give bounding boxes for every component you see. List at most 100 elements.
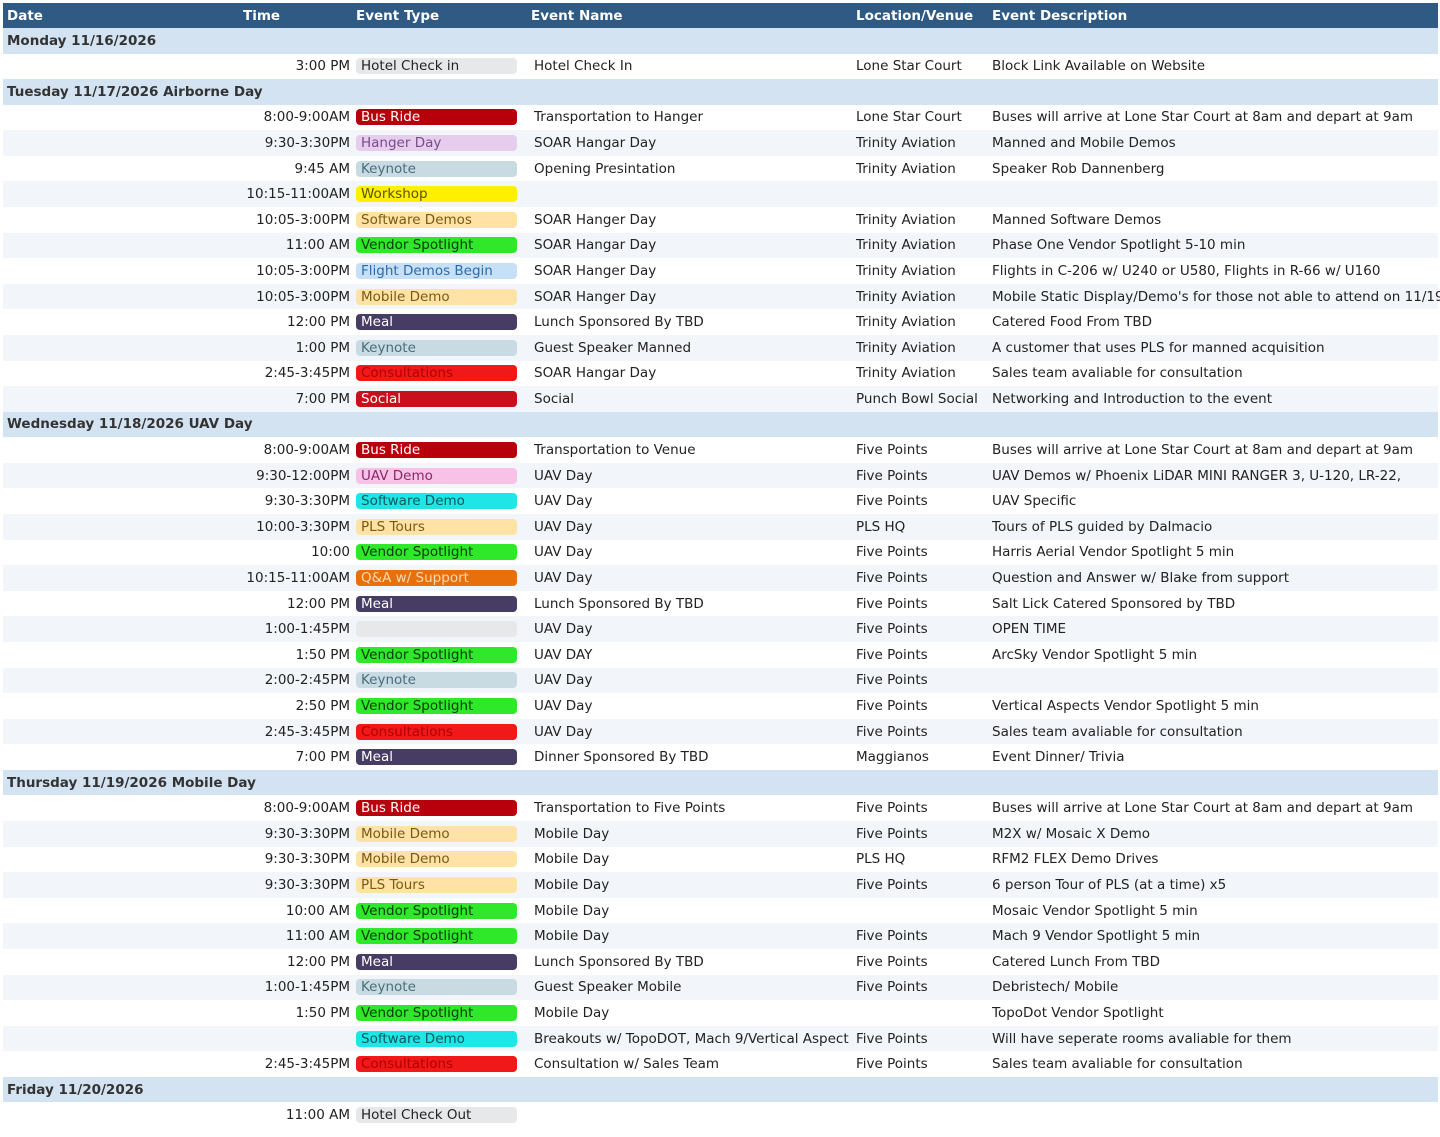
table-row[interactable]: 3:00 PM Hotel Check in Hotel Check In Lone … (3, 54, 1438, 80)
cell-event-name[interactable]: Mobile Day (534, 928, 610, 945)
cell-location[interactable]: Trinity Aviation (856, 237, 956, 254)
cell-event-name[interactable]: Opening Presintation (534, 160, 676, 177)
cell-time[interactable]: 8:00-9:00AM (263, 800, 350, 817)
cell-description[interactable]: 6 person Tour of PLS (at a time) x5 (992, 877, 1227, 894)
cell-time[interactable]: 12:00 PM (287, 314, 350, 331)
table-row[interactable]: 11:00 AM Hotel Check Out (3, 1102, 1438, 1128)
cell-description[interactable]: Buses will arrive at Lone Star Court at … (992, 442, 1414, 459)
cell-event-name[interactable]: UAV Day (534, 518, 593, 535)
table-row[interactable]: 10:05-3:00PM Flight Demos Begin SOAR Hange… (3, 258, 1438, 284)
cell-description[interactable]: Debristech/ Mobile (992, 979, 1119, 996)
cell-location[interactable]: Five Points (856, 646, 928, 663)
cell-event-type[interactable]: Vendor Spotlight (356, 902, 531, 919)
table-row[interactable]: 1:50 PM Vendor Spotlight Mobile Day TopoDot… (3, 1000, 1438, 1026)
cell-event-type[interactable]: Meal (356, 595, 531, 612)
cell-event-type[interactable]: Keynote (356, 160, 531, 177)
cell-event-type[interactable]: Social (356, 390, 531, 407)
cell-event-name[interactable]: UAV Day (534, 544, 593, 561)
cell-location[interactable]: Five Points (856, 928, 928, 945)
table-row[interactable]: 1:00-1:45PM Keynote Guest Speaker Mobile Fi… (3, 974, 1438, 1001)
cell-description[interactable]: Flights in C-206 w/ U240 or U580, Flight… (992, 262, 1381, 279)
cell-location[interactable]: Five Points (856, 800, 928, 817)
cell-location[interactable]: Five Points (856, 467, 928, 484)
table-row[interactable]: 1:00 PM Keynote Guest Speaker Manned Trinit… (3, 334, 1438, 361)
cell-location[interactable]: Five Points (856, 1030, 928, 1047)
table-row[interactable]: 12:00 PM Meal Lunch Sponsored By TBD Five P… (3, 949, 1438, 975)
cell-event-type[interactable]: Vendor Spotlight (356, 928, 531, 945)
cell-location[interactable]: PLS HQ (856, 851, 906, 868)
cell-event-name[interactable]: Transportation to Hanger (534, 109, 704, 126)
cell-event-name[interactable]: SOAR Hanger Day (534, 211, 657, 228)
cell-event-type[interactable]: Hanger Day (356, 134, 531, 151)
header-time[interactable]: Time (243, 7, 281, 24)
header-description[interactable]: Event Description (992, 7, 1128, 24)
cell-event-name[interactable]: Lunch Sponsored By TBD (534, 314, 704, 331)
table-row[interactable]: 11:00 AM Vendor Spotlight Mobile Day Five P… (3, 923, 1438, 949)
table-row[interactable]: 9:30-3:30PM Hanger Day SOAR Hangar Day Trin… (3, 130, 1438, 156)
cell-event-name[interactable]: SOAR Hanger Day (534, 262, 657, 279)
cell-location[interactable]: Lone Star Court (856, 109, 962, 126)
cell-description[interactable]: UAV Demos w/ Phoenix LiDAR MINI RANGER 3… (992, 467, 1402, 484)
table-row[interactable]: 2:45-3:45PM Consultations UAV Day Five Poin… (3, 718, 1438, 745)
cell-event-type[interactable]: Keynote (356, 672, 531, 689)
table-row[interactable]: 10:15-11:00AM Workshop (3, 181, 1438, 207)
cell-description[interactable]: Event Dinner/ Trivia (992, 749, 1125, 766)
cell-description[interactable]: Will have seperate rooms avaliable for t… (992, 1030, 1292, 1047)
cell-event-type[interactable]: Vendor Spotlight (356, 646, 531, 663)
cell-description[interactable]: Mobile Static Display/Demo's for those n… (992, 288, 1440, 305)
cell-event-name[interactable]: Mobile Day (534, 902, 610, 919)
table-row[interactable]: 9:30-12:00PM UAV Demo UAV Day Five Points UA… (3, 462, 1438, 489)
cell-event-type[interactable]: Keynote (356, 979, 531, 996)
cell-event-type[interactable]: UAV Demo (356, 467, 531, 484)
cell-time[interactable]: 8:00-9:00AM (263, 109, 350, 126)
table-row[interactable]: 2:45-3:45PM Consultations SOAR Hangar Day T… (3, 361, 1438, 387)
table-row[interactable]: 10:15-11:00AM Q&A w/ Support UAV Day Five P… (3, 565, 1438, 591)
cell-event-name[interactable]: Lunch Sponsored By TBD (534, 595, 704, 612)
day-header[interactable]: Thursday 11/19/2026 Mobile Day (3, 769, 1438, 796)
day-header[interactable]: Friday 11/20/2026 (3, 1076, 1438, 1103)
table-row[interactable]: 10:00 AM Vendor Spotlight Mobile Day Mosaic… (3, 898, 1438, 924)
table-row[interactable]: 9:30-3:30PM Software Demo UAV Day Five Poin… (3, 488, 1438, 514)
cell-event-type[interactable]: Mobile Demo (356, 851, 531, 868)
cell-time[interactable]: 10:15-11:00AM (246, 186, 350, 203)
cell-event-type[interactable]: Hotel Check in (356, 58, 531, 75)
cell-event-name[interactable]: SOAR Hangar Day (534, 365, 657, 382)
cell-event-name[interactable]: Mobile Day (534, 877, 610, 894)
cell-description[interactable]: Manned and Mobile Demos (992, 134, 1176, 151)
cell-event-name[interactable]: Guest Speaker Manned (534, 339, 692, 356)
cell-description[interactable]: Sales team avaliable for consultation (992, 723, 1243, 740)
cell-event-name[interactable]: UAV Day (534, 621, 593, 638)
cell-event-name[interactable]: SOAR Hangar Day (534, 134, 657, 151)
cell-event-type[interactable]: Meal (356, 953, 531, 970)
table-row[interactable]: 1:50 PM Vendor Spotlight UAV DAY Five Point… (3, 642, 1438, 668)
cell-time[interactable]: 2:00-2:45PM (264, 672, 350, 689)
cell-event-type[interactable]: Meal (356, 314, 531, 331)
cell-event-type[interactable]: Flight Demos Begin (356, 262, 531, 279)
cell-location[interactable]: Five Points (856, 569, 928, 586)
cell-time[interactable]: 9:30-3:30PM (264, 134, 350, 151)
cell-time[interactable]: 10:00-3:30PM (256, 518, 350, 535)
cell-event-type[interactable]: Software Demo (356, 493, 531, 510)
cell-location[interactable]: Trinity Aviation (856, 339, 956, 356)
cell-location[interactable]: Five Points (856, 493, 928, 510)
cell-time[interactable]: 1:50 PM (295, 1004, 350, 1021)
table-row[interactable]: 10:00-3:30PM PLS Tours UAV Day PLS HQ Tours … (3, 514, 1438, 540)
cell-time[interactable]: 1:00 PM (295, 339, 350, 356)
cell-event-name[interactable]: UAV Day (534, 493, 593, 510)
cell-time[interactable]: 1:50 PM (295, 646, 350, 663)
cell-event-name[interactable]: SOAR Hanger Day (534, 288, 657, 305)
day-header[interactable]: Tuesday 11/17/2026 Airborne Day (3, 79, 1438, 105)
cell-time[interactable]: 2:45-3:45PM (264, 723, 350, 740)
cell-location[interactable]: Five Points (856, 723, 928, 740)
cell-event-type[interactable]: PLS Tours (356, 518, 531, 535)
cell-event-type[interactable]: Vendor Spotlight (356, 697, 531, 714)
cell-time[interactable]: 12:00 PM (287, 953, 350, 970)
cell-time[interactable]: 1:00-1:45PM (264, 621, 350, 638)
cell-description[interactable]: Salt Lick Catered Sponsored by TBD (992, 595, 1236, 612)
cell-description[interactable]: ArcSky Vendor Spotlight 5 min (992, 646, 1198, 663)
table-row[interactable]: 2:50 PM Vendor Spotlight UAV Day Five Point… (3, 693, 1438, 719)
cell-location[interactable]: Five Points (856, 672, 928, 689)
cell-event-name[interactable]: Guest Speaker Mobile (534, 979, 682, 996)
cell-event-name[interactable]: Dinner Sponsored By TBD (534, 749, 709, 766)
cell-time[interactable]: 1:00-1:45PM (264, 979, 350, 996)
